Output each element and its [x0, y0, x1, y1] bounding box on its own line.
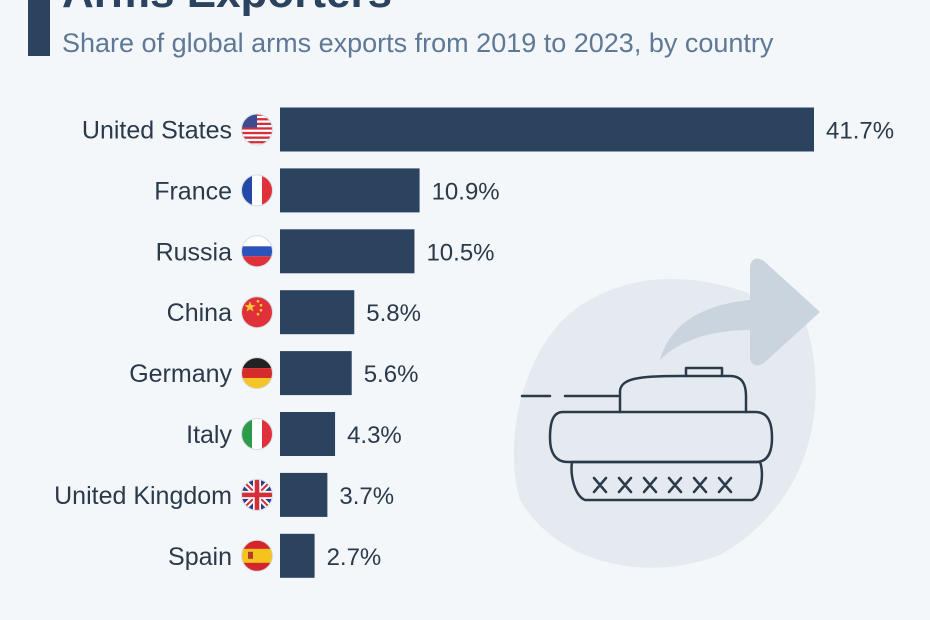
tank-export-icon — [513, 258, 820, 568]
bar — [280, 107, 814, 152]
category-label: United Kingdom — [54, 482, 232, 510]
value-label: 10.9% — [432, 178, 500, 205]
value-label: 10.5% — [426, 239, 494, 266]
category-label: France — [154, 177, 232, 205]
category-label: Germany — [129, 360, 232, 388]
bar — [280, 168, 420, 213]
us-flag-icon — [241, 113, 273, 146]
germany-flag-icon — [241, 357, 273, 390]
value-label: 41.7% — [826, 118, 894, 145]
uk-flag-icon — [241, 478, 273, 511]
russia-flag-icon — [241, 235, 273, 268]
value-label: 2.7% — [327, 544, 382, 571]
france-flag-icon — [241, 174, 273, 207]
category-label: Russia — [156, 238, 233, 266]
chart-subtitle: Share of global arms exports from 2019 t… — [62, 28, 774, 58]
category-label: Italy — [186, 421, 232, 449]
value-label: 5.6% — [364, 361, 419, 388]
china-flag-icon — [241, 296, 273, 329]
bar — [280, 472, 328, 517]
category-label: Spain — [168, 543, 232, 571]
italy-flag-icon — [241, 418, 273, 450]
chart-title: Arms Exporters — [62, 0, 392, 18]
bar — [280, 229, 415, 274]
category-label: China — [167, 299, 232, 327]
bar — [280, 351, 352, 396]
value-label: 4.3% — [347, 422, 402, 449]
bar — [280, 533, 315, 578]
category-label: United States — [82, 117, 232, 145]
value-label: 5.8% — [366, 300, 421, 327]
title-accent-bar — [28, 0, 50, 56]
bar — [280, 290, 355, 335]
spain-flag-icon — [241, 539, 273, 572]
bar — [280, 412, 336, 456]
value-label: 3.7% — [339, 483, 394, 510]
